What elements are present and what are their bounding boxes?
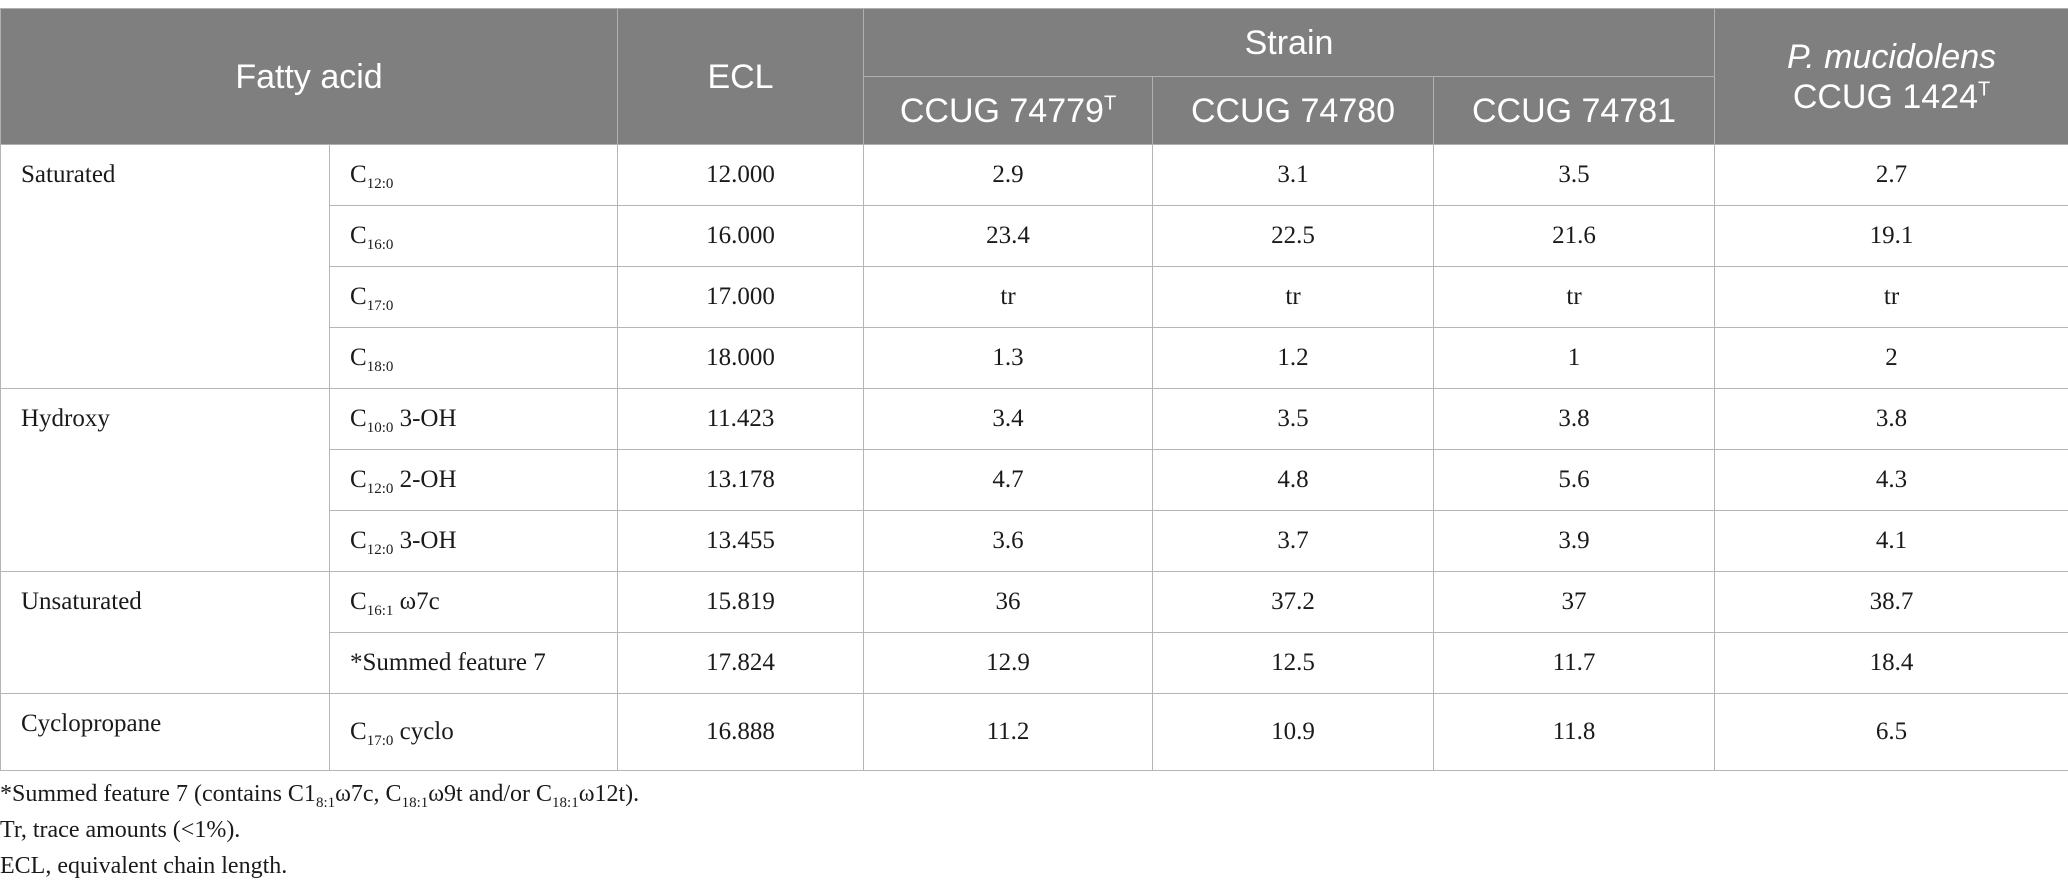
header-reference-strain: P. mucidolens CCUG 1424T xyxy=(1714,8,2068,145)
table-row: C18:0 18.000 1.3 1.2 1 2 xyxy=(1,327,2068,389)
value-cell: tr xyxy=(1152,266,1435,328)
fatty-acid-cell: C17:0 xyxy=(328,266,619,328)
value-cell: 36 xyxy=(863,571,1154,633)
ecl-cell: 18.000 xyxy=(617,327,865,389)
table-row: Saturated C12:0 12.000 2.9 3.1 3.5 2.7 xyxy=(0,144,2068,389)
table-row: C12:0 3-OH 13.455 3.6 3.7 3.9 4.1 xyxy=(1,510,2068,572)
value-cell: 3.8 xyxy=(1433,388,1716,450)
value-cell: 2 xyxy=(1714,327,2068,389)
value-cell: 4.7 xyxy=(863,449,1154,511)
footnote-summed-feature: *Summed feature 7 (contains C18:1ω7c, C1… xyxy=(0,781,640,811)
table-header: Fatty acid ECL Strain P. mucidolens CCUG… xyxy=(0,8,2068,145)
value-cell: 12.9 xyxy=(863,632,1154,694)
ecl-cell: 16.000 xyxy=(617,205,865,267)
value-cell: 3.1 xyxy=(1152,144,1435,206)
table-row: C12:0 2-OH 13.178 4.7 4.8 5.6 4.3 xyxy=(1,449,2068,511)
ecl-cell: 15.819 xyxy=(617,571,865,633)
header-ecl: ECL xyxy=(617,8,865,145)
value-cell: tr xyxy=(1433,266,1716,328)
value-cell: 4.8 xyxy=(1152,449,1435,511)
value-cell: tr xyxy=(863,266,1154,328)
value-cell: 22.5 xyxy=(1152,205,1435,267)
value-cell: 4.3 xyxy=(1714,449,2068,511)
value-cell: 38.7 xyxy=(1714,571,2068,633)
ecl-cell: 16.888 xyxy=(617,693,865,771)
value-cell: 3.7 xyxy=(1152,510,1435,572)
value-cell: 5.6 xyxy=(1433,449,1716,511)
header-strain-3: CCUG 74781 xyxy=(1433,76,1716,145)
value-cell: 2.9 xyxy=(863,144,1154,206)
value-cell: 37 xyxy=(1433,571,1716,633)
group-unsaturated: Unsaturated xyxy=(0,571,330,694)
value-cell: 3.4 xyxy=(863,388,1154,450)
fatty-acid-cell: C18:0 xyxy=(328,327,619,389)
fatty-acid-cell: C17:0 cyclo xyxy=(328,693,619,771)
value-cell: 10.9 xyxy=(1152,693,1435,771)
ecl-cell: 13.455 xyxy=(617,510,865,572)
fatty-acid-cell: C12:0 3-OH xyxy=(328,510,619,572)
header-strain-2: CCUG 74780 xyxy=(1152,76,1435,145)
reference-species-name: P. mucidolens xyxy=(1786,37,1997,76)
footnote-ecl: ECL, equivalent chain length. xyxy=(0,853,288,879)
fatty-acid-cell: C16:0 xyxy=(328,205,619,267)
value-cell: tr xyxy=(1714,266,2068,328)
fatty-acid-cell: C12:0 2-OH xyxy=(328,449,619,511)
value-cell: 2.7 xyxy=(1714,144,2068,206)
fatty-acid-cell: C12:0 xyxy=(328,144,619,206)
type-strain-marker: T xyxy=(1978,78,1991,101)
footnote-trace: Tr, trace amounts (<1%). xyxy=(0,817,241,843)
value-cell: 21.6 xyxy=(1433,205,1716,267)
group-hydroxy: Hydroxy xyxy=(0,388,330,572)
value-cell: 3.5 xyxy=(1433,144,1716,206)
value-cell: 6.5 xyxy=(1714,693,2068,771)
value-cell: 23.4 xyxy=(863,205,1154,267)
value-cell: 3.8 xyxy=(1714,388,2068,450)
header-strain-1: CCUG 74779T xyxy=(863,76,1154,145)
ecl-cell: 13.178 xyxy=(617,449,865,511)
fatty-acid-table: Fatty acid ECL Strain P. mucidolens CCUG… xyxy=(0,8,2068,771)
reference-strain-id: CCUG 1424 xyxy=(1792,77,1979,116)
table-body: Saturated C12:0 12.000 2.9 3.1 3.5 2.7 C… xyxy=(0,144,2068,771)
fatty-acid-cell: C16:1 ω7c xyxy=(328,571,619,633)
header-fatty-acid: Fatty acid xyxy=(0,8,619,145)
strain-1-id: CCUG 74779 xyxy=(899,91,1104,130)
group-saturated: Saturated xyxy=(0,144,330,389)
value-cell: 11.7 xyxy=(1433,632,1716,694)
value-cell: 18.4 xyxy=(1714,632,2068,694)
ecl-cell: 12.000 xyxy=(617,144,865,206)
group-cyclopropane: Cyclopropane xyxy=(0,693,330,771)
value-cell: 4.1 xyxy=(1714,510,2068,572)
value-cell: 3.9 xyxy=(1433,510,1716,572)
table-row: Hydroxy C10:0 3-OH 11.423 3.4 3.5 3.8 3.… xyxy=(0,388,2068,572)
value-cell: 11.2 xyxy=(863,693,1154,771)
value-cell: 1.2 xyxy=(1152,327,1435,389)
ecl-cell: 17.000 xyxy=(617,266,865,328)
fatty-acid-cell: *Summed feature 7 xyxy=(328,632,619,694)
value-cell: 11.8 xyxy=(1433,693,1716,771)
table-row: Cyclopropane C17:0 cyclo 16.888 11.2 10.… xyxy=(0,693,2068,771)
value-cell: 1 xyxy=(1433,327,1716,389)
fatty-acid-cell: C10:0 3-OH xyxy=(328,388,619,450)
value-cell: 19.1 xyxy=(1714,205,2068,267)
value-cell: 3.5 xyxy=(1152,388,1435,450)
header-strain: Strain xyxy=(863,8,1716,77)
type-strain-marker: T xyxy=(1103,92,1117,115)
value-cell: 3.6 xyxy=(863,510,1154,572)
value-cell: 12.5 xyxy=(1152,632,1435,694)
ecl-cell: 17.824 xyxy=(617,632,865,694)
value-cell: 37.2 xyxy=(1152,571,1435,633)
value-cell: 1.3 xyxy=(863,327,1154,389)
table-row: Unsaturated C16:1 ω7c 15.819 36 37.2 37 … xyxy=(0,571,2068,694)
ecl-cell: 11.423 xyxy=(617,388,865,450)
table-footnotes: *Summed feature 7 (contains C18:1ω7c, C1… xyxy=(0,776,639,884)
